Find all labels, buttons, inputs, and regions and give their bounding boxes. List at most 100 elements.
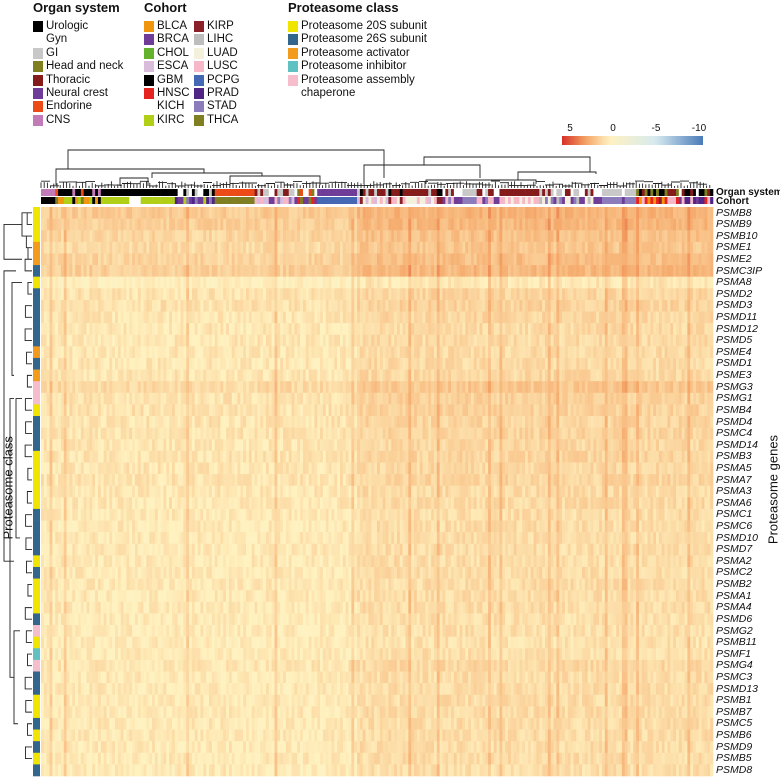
heatmap-cell: [644, 369, 648, 382]
heatmap-cell: [496, 299, 500, 312]
heatmap-cell: [670, 357, 674, 370]
heatmap-cell: [200, 404, 204, 417]
heatmap-cell: [442, 265, 446, 277]
heatmap-cell: [146, 357, 150, 370]
heatmap-cell: [72, 357, 76, 370]
heatmap-cell: [482, 416, 486, 428]
heatmap-cell: [149, 381, 153, 394]
heatmap-cell: [365, 416, 369, 428]
heatmap-cell: [271, 253, 275, 266]
cohort-cell: [328, 197, 332, 204]
heatmap-cell: [112, 276, 116, 289]
heatmap-cell: [157, 416, 161, 428]
heatmap-cell: [365, 404, 369, 417]
cohort-cell: [362, 197, 366, 204]
heatmap-cell: [533, 357, 537, 370]
heatmap-cell: [171, 357, 176, 370]
heatmap-cell: [516, 241, 520, 254]
heatmap-cell: [134, 357, 139, 370]
heatmap-cell: [268, 276, 272, 289]
heatmap-cell: [132, 299, 136, 312]
organ-system-cell: [371, 189, 375, 196]
heatmap-cell: [274, 253, 278, 266]
heatmap-cell: [636, 218, 640, 231]
heatmap-cell: [698, 323, 702, 336]
heatmap-cell: [354, 357, 358, 370]
heatmap-cell: [431, 369, 435, 382]
heatmap-cell: [362, 265, 366, 277]
heatmap-cell: [63, 276, 67, 289]
heatmap-cell: [317, 346, 321, 359]
heatmap-cell: [582, 253, 586, 266]
heatmap-cell: [345, 334, 349, 347]
heatmap-cell: [294, 404, 298, 417]
heatmap-cell: [231, 241, 235, 254]
heatmap-cell: [647, 230, 651, 243]
heatmap-cell: [613, 253, 617, 266]
heatmap-cell: [55, 288, 59, 301]
heatmap-cell: [690, 241, 694, 254]
organ-system-cell: [285, 189, 290, 196]
heatmap-cell: [63, 392, 67, 405]
heatmap-cell: [314, 276, 318, 289]
heatmap-cell: [328, 265, 332, 277]
heatmap-cell: [314, 207, 318, 219]
heatmap-cell: [251, 334, 255, 347]
heatmap-cell: [405, 288, 409, 301]
heatmap-cell: [465, 265, 469, 277]
heatmap-cell: [579, 334, 583, 347]
heatmap-cell: [365, 357, 369, 370]
heatmap-cell: [596, 241, 600, 254]
heatmap-cell: [599, 288, 603, 301]
heatmap-cell: [675, 381, 680, 394]
heatmap-cell: [351, 230, 355, 243]
heatmap-cell: [348, 416, 352, 428]
heatmap-cell: [436, 288, 440, 301]
heatmap-cell: [291, 416, 295, 428]
heatmap-cell: [416, 404, 421, 417]
heatmap-cell: [593, 265, 597, 277]
cohort-cell: [488, 197, 492, 204]
heatmap-cell: [92, 334, 96, 347]
heatmap-cell: [502, 311, 506, 324]
heatmap-cell: [217, 392, 221, 405]
heatmap-cell: [140, 369, 144, 382]
heatmap-cell: [314, 230, 318, 243]
cohort-cell: [348, 197, 352, 204]
heatmap-cell: [610, 357, 614, 370]
heatmap-cell: [334, 299, 338, 312]
heatmap-cell: [416, 288, 421, 301]
heatmap-cell: [610, 334, 614, 347]
heatmap-cell: [385, 404, 389, 417]
heatmap-cell: [328, 207, 332, 219]
heatmap-cell: [203, 230, 207, 243]
heatmap-cell: [673, 265, 677, 277]
heatmap-cell: [382, 369, 386, 382]
heatmap-cell: [308, 404, 312, 417]
organ-system-cell: [641, 189, 645, 196]
heatmap-cell: [493, 253, 497, 266]
heatmap-cell: [419, 346, 423, 359]
heatmap-cell: [191, 207, 196, 219]
heatmap-cell: [60, 230, 65, 243]
heatmap-cell: [433, 369, 438, 382]
heatmap-cell: [550, 230, 554, 243]
heatmap-cell: [320, 299, 324, 312]
heatmap-cell: [630, 357, 634, 370]
heatmap-cell: [502, 230, 506, 243]
cohort-cell: [482, 197, 486, 204]
heatmap-cell: [97, 265, 102, 277]
organ-system-cell: [513, 189, 517, 196]
heatmap-cell: [465, 241, 469, 254]
heatmap-cell: [448, 241, 452, 254]
organ-system-cell: [265, 189, 270, 196]
heatmap-cell: [519, 346, 523, 359]
heatmap-cell: [152, 357, 156, 370]
heatmap-cell: [146, 334, 150, 347]
heatmap-cell: [157, 404, 161, 417]
heatmap-cell: [667, 253, 671, 266]
heatmap-cell: [92, 416, 96, 428]
heatmap-cell: [681, 323, 685, 336]
heatmap-cell: [214, 218, 218, 231]
organ-system-cell: [41, 189, 45, 196]
